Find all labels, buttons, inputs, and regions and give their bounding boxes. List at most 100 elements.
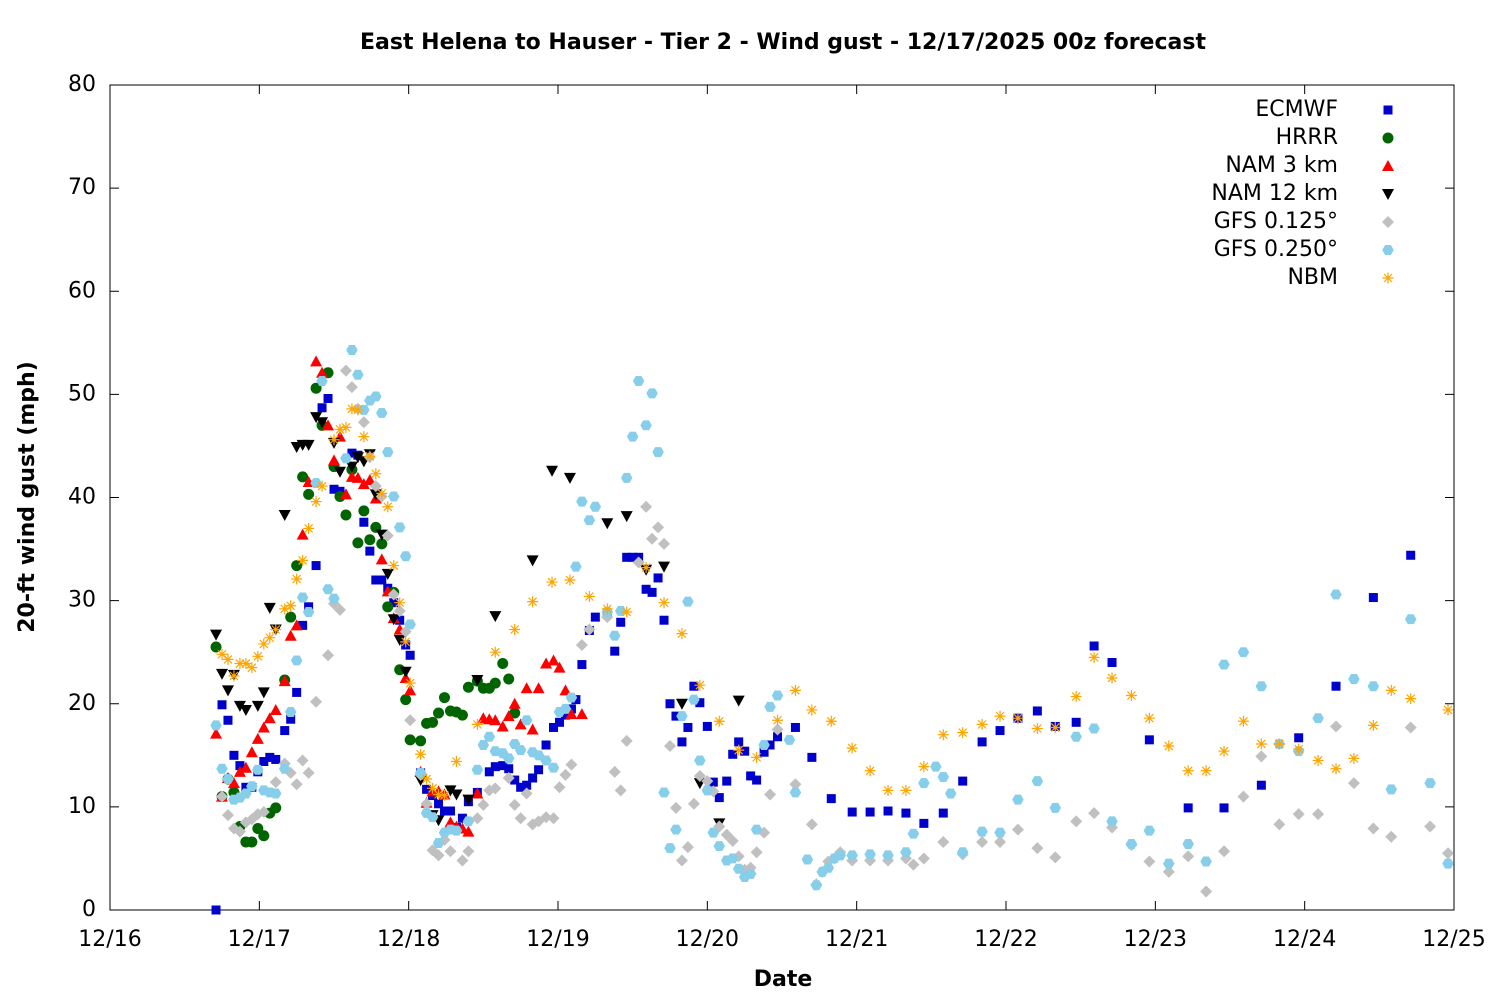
data-point xyxy=(1107,658,1117,667)
data-point xyxy=(298,620,308,630)
data-point xyxy=(257,806,270,819)
data-point xyxy=(520,715,533,726)
x-axis-label: Date xyxy=(754,967,813,992)
data-point xyxy=(405,650,415,660)
data-point xyxy=(1182,850,1195,863)
data-point xyxy=(450,825,463,836)
data-point xyxy=(514,745,527,756)
data-point xyxy=(291,573,303,585)
data-point xyxy=(322,419,335,431)
data-point xyxy=(471,787,484,799)
data-point xyxy=(240,658,252,670)
data-point xyxy=(270,802,282,814)
data-point xyxy=(284,629,297,641)
data-point xyxy=(937,835,950,848)
data-point xyxy=(439,692,451,704)
legend-label: ECMWF xyxy=(1255,97,1338,122)
data-point xyxy=(689,681,699,691)
data-point xyxy=(328,593,340,604)
data-point xyxy=(944,788,957,799)
data-point xyxy=(427,782,439,794)
data-point xyxy=(471,764,484,775)
data-point xyxy=(759,747,769,757)
data-point xyxy=(404,677,416,689)
data-point xyxy=(303,488,315,500)
data-point xyxy=(210,720,222,731)
data-point xyxy=(1125,839,1138,849)
data-point xyxy=(1330,763,1342,775)
data-point xyxy=(750,824,763,835)
data-point xyxy=(432,837,445,848)
data-point xyxy=(758,740,770,750)
data-point xyxy=(1125,690,1137,701)
data-point xyxy=(583,515,596,526)
data-point xyxy=(546,465,559,477)
data-point xyxy=(1012,712,1024,724)
y-tick-label: 40 xyxy=(68,485,96,510)
x-tick-label: 12/16 xyxy=(78,927,141,952)
data-point xyxy=(765,740,775,750)
data-point xyxy=(647,587,657,597)
data-point xyxy=(415,735,427,747)
data-point xyxy=(462,845,475,858)
data-point xyxy=(621,606,633,618)
data-point xyxy=(919,818,929,828)
data-point xyxy=(382,501,394,513)
data-point xyxy=(682,596,694,607)
data-point xyxy=(677,737,687,747)
data-point xyxy=(285,600,297,612)
data-point xyxy=(764,788,777,801)
data-point xyxy=(670,824,682,835)
data-point xyxy=(583,623,596,636)
data-point xyxy=(387,614,400,626)
data-point xyxy=(1367,719,1379,731)
data-point xyxy=(864,849,876,860)
data-point xyxy=(620,472,633,483)
data-point xyxy=(1049,721,1061,733)
data-point xyxy=(387,491,400,502)
data-point xyxy=(882,850,894,861)
data-point xyxy=(659,615,669,625)
data-point xyxy=(375,529,388,541)
data-point xyxy=(269,703,282,715)
data-point xyxy=(357,478,370,490)
data-point xyxy=(382,601,394,613)
legend-marker xyxy=(1383,105,1393,115)
data-point xyxy=(1049,802,1062,813)
data-point xyxy=(527,596,539,608)
data-point xyxy=(1404,721,1417,734)
data-point xyxy=(296,592,309,603)
data-point xyxy=(846,850,858,861)
data-point xyxy=(433,707,445,719)
data-point xyxy=(516,782,526,792)
data-point xyxy=(554,717,564,727)
data-point xyxy=(290,778,303,791)
data-point xyxy=(976,835,989,848)
data-point xyxy=(1011,823,1024,836)
data-point xyxy=(713,715,725,727)
data-point xyxy=(310,478,322,489)
legend-marker xyxy=(1382,160,1394,171)
data-point xyxy=(1256,780,1266,790)
data-point xyxy=(269,776,282,789)
data-point xyxy=(370,468,382,480)
data-point xyxy=(652,521,665,534)
data-point xyxy=(340,453,352,464)
data-point xyxy=(404,684,417,696)
data-point xyxy=(771,690,784,701)
data-point xyxy=(701,775,714,788)
data-point xyxy=(420,797,433,810)
data-point xyxy=(977,737,987,747)
data-point xyxy=(664,740,676,753)
data-point xyxy=(534,765,544,775)
data-point xyxy=(1049,851,1062,864)
data-point xyxy=(496,720,509,732)
data-point xyxy=(246,662,258,674)
data-point xyxy=(285,611,297,623)
data-point xyxy=(576,496,588,507)
data-point xyxy=(901,808,911,818)
x-tick-label: 12/18 xyxy=(377,927,440,952)
data-point xyxy=(930,761,942,772)
data-point xyxy=(563,472,576,484)
data-point xyxy=(364,450,376,462)
